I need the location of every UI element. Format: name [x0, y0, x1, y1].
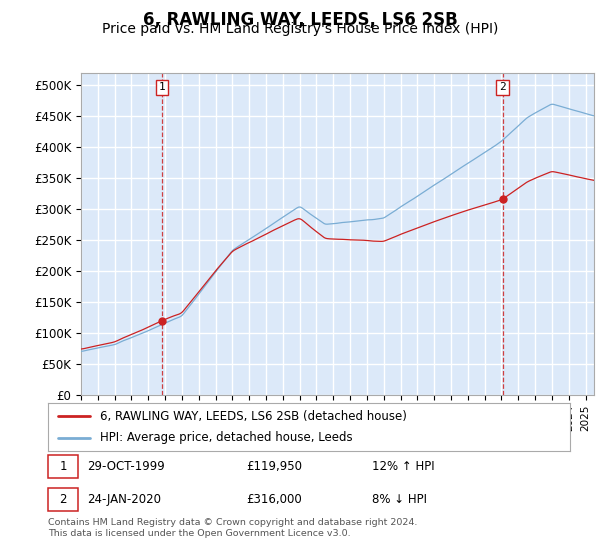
- Text: 1: 1: [59, 460, 67, 473]
- Text: 2: 2: [499, 82, 506, 92]
- Text: £316,000: £316,000: [247, 493, 302, 506]
- Text: 6, RAWLING WAY, LEEDS, LS6 2SB: 6, RAWLING WAY, LEEDS, LS6 2SB: [143, 11, 457, 29]
- Text: This data is licensed under the Open Government Licence v3.0.: This data is licensed under the Open Gov…: [48, 529, 350, 538]
- Text: HPI: Average price, detached house, Leeds: HPI: Average price, detached house, Leed…: [100, 431, 353, 445]
- FancyBboxPatch shape: [48, 455, 78, 478]
- Text: 12% ↑ HPI: 12% ↑ HPI: [371, 460, 434, 473]
- Text: 8% ↓ HPI: 8% ↓ HPI: [371, 493, 427, 506]
- Text: 6, RAWLING WAY, LEEDS, LS6 2SB (detached house): 6, RAWLING WAY, LEEDS, LS6 2SB (detached…: [100, 409, 407, 423]
- Text: Contains HM Land Registry data © Crown copyright and database right 2024.: Contains HM Land Registry data © Crown c…: [48, 518, 418, 527]
- FancyBboxPatch shape: [48, 488, 78, 511]
- Text: Price paid vs. HM Land Registry's House Price Index (HPI): Price paid vs. HM Land Registry's House …: [102, 22, 498, 36]
- Text: 1: 1: [159, 82, 166, 92]
- Text: 2: 2: [59, 493, 67, 506]
- Text: £119,950: £119,950: [247, 460, 302, 473]
- Text: 24-JAN-2020: 24-JAN-2020: [87, 493, 161, 506]
- Text: 29-OCT-1999: 29-OCT-1999: [87, 460, 165, 473]
